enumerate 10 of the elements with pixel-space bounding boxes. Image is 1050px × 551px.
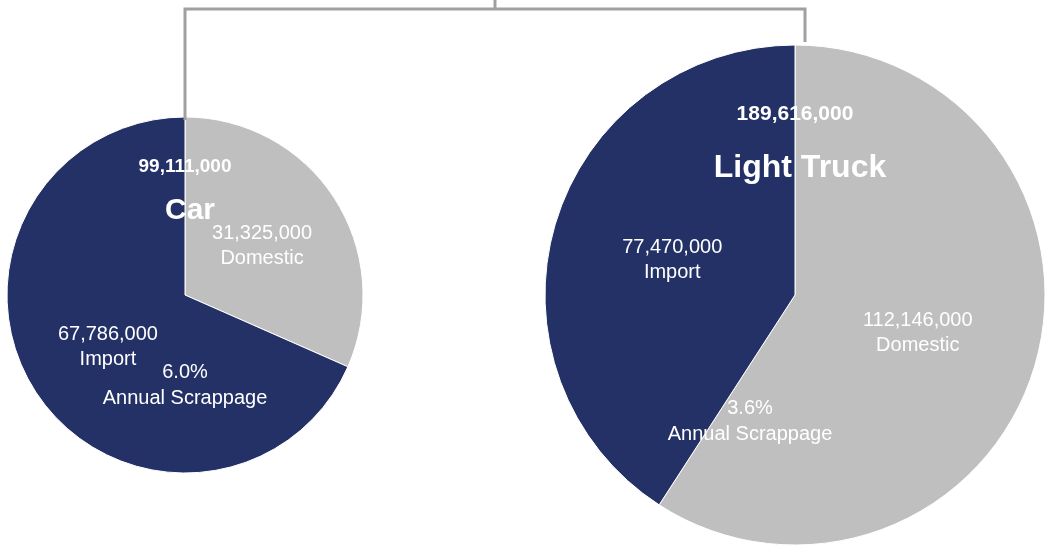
data-label: 31,325,000 [212,221,313,244]
slice-label: Domestic [876,332,960,355]
slice-label: Domestic [220,246,304,269]
slice-label: Import [643,260,702,283]
text: 189,616,000 [736,101,854,124]
data-label: 67,786,000 [57,321,158,344]
text: 99,111,000 [138,154,232,176]
data-label: 77,470,000 [622,235,723,258]
text: Light Truck [713,148,887,184]
data-label: 112,146,000 [862,307,973,330]
